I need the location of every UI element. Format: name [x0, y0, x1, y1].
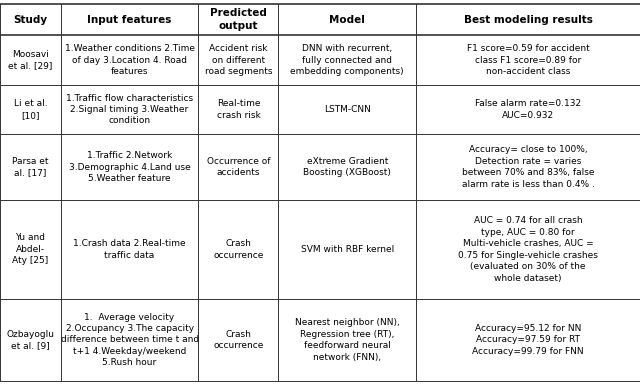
- Text: Crash
occurrence: Crash occurrence: [213, 239, 264, 259]
- Text: 1.Traffic 2.Network
3.Demographic 4.Land use
5.Weather feature: 1.Traffic 2.Network 3.Demographic 4.Land…: [68, 151, 191, 183]
- Text: Moosavi
et al. [29]: Moosavi et al. [29]: [8, 50, 52, 70]
- Text: Crash
occurrence: Crash occurrence: [213, 330, 264, 350]
- Text: 1.Weather conditions 2.Time
of day 3.Location 4. Road
features: 1.Weather conditions 2.Time of day 3.Loc…: [65, 44, 195, 76]
- Text: eXtreme Gradient
Boosting (XGBoost): eXtreme Gradient Boosting (XGBoost): [303, 157, 391, 177]
- Text: 1.Crash data 2.Real-time
traffic data: 1.Crash data 2.Real-time traffic data: [74, 239, 186, 259]
- Text: Ozbayoglu
et al. [9]: Ozbayoglu et al. [9]: [6, 330, 54, 350]
- Text: False alarm rate=0.132
AUC=0.932: False alarm rate=0.132 AUC=0.932: [475, 99, 581, 120]
- Text: AUC = 0.74 for all crash
type, AUC = 0.80 for
Multi-vehicle crashes, AUC =
0.75 : AUC = 0.74 for all crash type, AUC = 0.8…: [458, 216, 598, 283]
- Text: SVM with RBF kernel: SVM with RBF kernel: [301, 245, 394, 254]
- Text: 1.  Average velocity
2.Occupancy 3.The capacity
difference between time t and
t+: 1. Average velocity 2.Occupancy 3.The ca…: [61, 313, 198, 367]
- Text: F1 score=0.59 for accident
class F1 score=0.89 for
non-accident class: F1 score=0.59 for accident class F1 scor…: [467, 44, 589, 76]
- Text: DNN with recurrent,
fully connected and
embedding components): DNN with recurrent, fully connected and …: [291, 44, 404, 76]
- Text: Li et al.
[10]: Li et al. [10]: [13, 99, 47, 120]
- Text: Accuracy= close to 100%,
Detection rate = varies
between 70% and 83%, false
alar: Accuracy= close to 100%, Detection rate …: [461, 146, 595, 189]
- Text: Study: Study: [13, 15, 47, 25]
- Text: Model: Model: [329, 15, 365, 25]
- Text: Nearest neighbor (NN),
Regression tree (RT),
feedforward neural
network (FNN),: Nearest neighbor (NN), Regression tree (…: [295, 318, 399, 362]
- Text: 1.Traffic flow characteristics
2.Signal timing 3.Weather
condition: 1.Traffic flow characteristics 2.Signal …: [66, 94, 193, 126]
- Text: Occurrence of
accidents: Occurrence of accidents: [207, 157, 270, 177]
- Text: Accident risk
on different
road segments: Accident risk on different road segments: [205, 44, 272, 76]
- Text: Predicted
output: Predicted output: [210, 8, 267, 31]
- Text: Input features: Input features: [88, 15, 172, 25]
- Text: Yu and
Abdel-
Aty [25]: Yu and Abdel- Aty [25]: [12, 233, 49, 265]
- Text: Accuracy=95.12 for NN
Accuracy=97.59 for RT
Accuracy=99.79 for FNN: Accuracy=95.12 for NN Accuracy=97.59 for…: [472, 324, 584, 356]
- Text: Best modeling results: Best modeling results: [463, 15, 593, 25]
- Text: Parsa et
al. [17]: Parsa et al. [17]: [12, 157, 49, 177]
- Text: Real-time
crash risk: Real-time crash risk: [216, 99, 260, 120]
- Text: LSTM-CNN: LSTM-CNN: [324, 105, 371, 114]
